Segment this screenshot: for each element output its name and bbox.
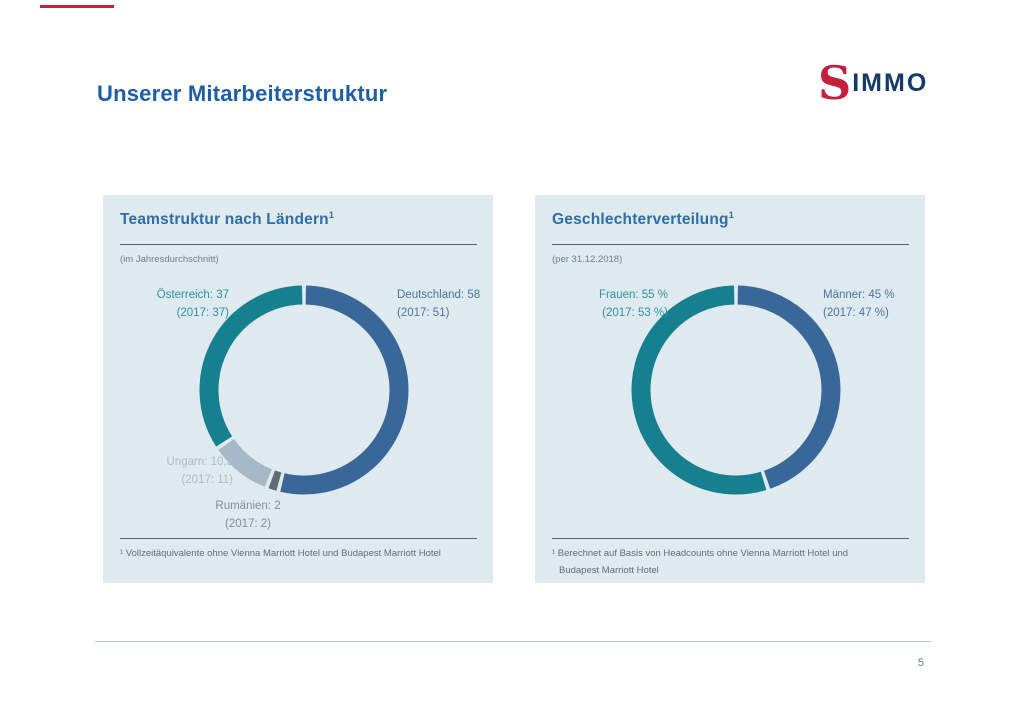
label-ungarn-value: Ungarn: 10,5 [166,456,234,468]
chart-title-countries: Teamstruktur nach Ländern1 [120,210,334,229]
donut-segment-3 [199,285,303,447]
header-divider [552,244,909,245]
chart-title-footnote-ref: 1 [328,210,335,220]
footnote-divider [552,538,909,539]
footnote-divider [120,538,477,539]
label-rumaenien-prev: (2017: 2) [224,518,272,530]
label-frauen: Frauen: 55 % (2017: 53 %) [540,286,668,322]
donut-svg-gender [631,285,841,495]
label-oesterreich-value: Österreich: 37 [156,289,229,301]
panel-gender-distribution: Geschlechterverteilung1 (per 31.12.2018)… [535,195,925,583]
bottom-divider [95,641,931,642]
chart-title-gender: Geschlechterverteilung1 [552,210,734,229]
donut-svg-countries [199,285,409,495]
label-frauen-prev: (2017: 53 %) [602,307,668,319]
footnote-gender: ¹ Berechnet auf Basis von Headcounts ohn… [552,545,917,579]
top-red-accent-bar [40,5,114,8]
chart-title-text: Geschlechterverteilung [552,211,729,229]
donut-segment-0 [737,285,841,489]
label-deutschland-value: Deutschland: 58 [397,289,481,301]
donut-segment-1 [268,470,282,491]
simmo-logo: S IMMO [818,58,928,108]
donut-segment-1 [631,285,767,495]
chart-title-footnote-ref: 1 [728,210,734,220]
label-oesterreich-prev: (2017: 37) [176,307,229,319]
label-frauen-value: Frauen: 55 % [598,289,668,301]
donut-chart-countries [194,280,414,500]
footnote-line-1: ¹ Berechnet auf Basis von Headcounts ohn… [552,548,849,559]
chart-subtitle: (im Jahresdurchschnitt) [120,254,219,265]
label-maenner-prev: (2017: 47 %) [823,307,889,319]
donut-segment-0 [280,285,409,495]
label-oesterreich: Österreich: 37 (2017: 37) [103,286,229,322]
panel-team-structure: Teamstruktur nach Ländern1 (im Jahresdur… [103,195,493,583]
footnote-line-1: ¹ Vollzeitäquivalente ohne Vienna Marrio… [120,548,441,559]
label-ungarn-prev: (2017: 11) [181,474,233,486]
label-maenner: Männer: 45 % (2017: 47 %) [823,286,925,322]
logo-wordmark: IMMO [852,68,929,97]
header-divider [120,244,477,245]
label-rumaenien: Rumänien: 2 (2017: 2) [173,497,323,533]
logo-s-icon: S [818,56,852,110]
label-maenner-value: Männer: 45 % [823,289,895,301]
page-number: 5 [917,657,924,669]
footnote-line-2: Budapest Marriott Hotel [559,565,659,576]
page-title: Unserer Mitarbeiterstruktur [97,80,388,106]
label-deutschland-prev: (2017: 51) [397,307,450,319]
donut-segment-2 [218,438,273,487]
footnote-countries: ¹ Vollzeitäquivalente ohne Vienna Marrio… [120,545,485,562]
label-rumaenien-value: Rumänien: 2 [215,500,281,512]
label-deutschland: Deutschland: 58 (2017: 51) [397,286,493,322]
label-ungarn: Ungarn: 10,5 (2017: 11) [103,453,234,489]
donut-chart-gender [626,280,846,500]
chart-title-text: Teamstruktur nach Ländern [120,211,329,229]
chart-subtitle: (per 31.12.2018) [552,254,623,265]
